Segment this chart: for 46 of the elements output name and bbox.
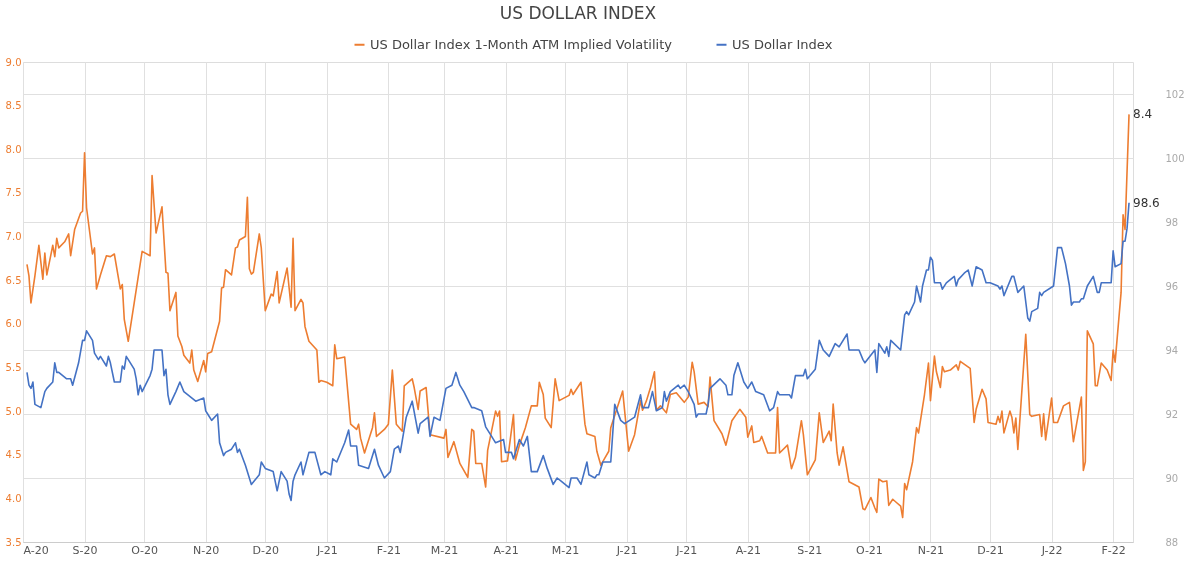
- x-tick-label: O-21: [855, 543, 883, 557]
- x-tick-label: F-22: [1101, 543, 1126, 557]
- y-tick-label: 3.5: [5, 536, 22, 548]
- y-tick-label: 4.0: [5, 492, 22, 504]
- y-tick-label: 5.5: [5, 361, 22, 373]
- y-tick-label: 9.0: [5, 56, 22, 68]
- y-tick-label: 5.0: [5, 405, 22, 417]
- x-tick-label: D-20: [252, 543, 279, 557]
- chart-title: US DOLLAR INDEX: [499, 3, 657, 23]
- y-tick-label: 4.5: [5, 449, 22, 461]
- legend-label: US Dollar Index 1-Month ATM Implied Volatility: [370, 36, 673, 52]
- y2-tick-label: 100: [1165, 152, 1185, 164]
- x-tick-label: N-21: [917, 543, 945, 557]
- x-tick-label: O-20: [131, 543, 159, 557]
- line-series: [26, 202, 1130, 502]
- x-tick-label: A-21: [493, 543, 519, 557]
- y-tick-label: 8.5: [5, 100, 22, 112]
- x-tick-label: S-20: [72, 543, 98, 557]
- y-tick-label: 7.0: [5, 231, 22, 243]
- y2-tick-label: 102: [1165, 88, 1185, 100]
- x-tick-label: J-21: [615, 543, 638, 557]
- x-tick-label: F-21: [376, 543, 402, 557]
- y2-tick-label: 90: [1165, 472, 1179, 484]
- x-tick-label: A-21: [735, 543, 761, 557]
- data-label: 98.6: [1133, 195, 1160, 210]
- x-tick-label: N-20: [193, 543, 220, 557]
- y2-tick-label: 98: [1165, 216, 1179, 228]
- line-series: [26, 113, 1130, 519]
- legend-label: US Dollar Index: [732, 36, 833, 52]
- y2-tick-label: 96: [1165, 280, 1179, 292]
- y2-tick-label: 92: [1165, 408, 1179, 420]
- y2-tick-label: 94: [1165, 344, 1179, 356]
- x-tick-label: D-21: [977, 543, 1004, 557]
- data-label: 8.4: [1133, 107, 1153, 122]
- x-tick-label: M-21: [430, 543, 459, 557]
- y2-tick-label: 88: [1165, 536, 1179, 548]
- y-tick-label: 6.5: [5, 274, 22, 286]
- x-tick-label: J-21: [315, 543, 338, 557]
- y-tick-label: 7.5: [5, 187, 22, 199]
- x-tick-label: J-22: [1040, 543, 1063, 557]
- x-tick-label: J-21: [675, 543, 698, 557]
- y-tick-label: 6.0: [5, 318, 22, 330]
- x-tick-label: A-20: [23, 543, 49, 557]
- x-tick-label: S-21: [797, 543, 823, 557]
- y-tick-label: 8.0: [5, 143, 22, 155]
- x-tick-label: M-21: [551, 543, 580, 557]
